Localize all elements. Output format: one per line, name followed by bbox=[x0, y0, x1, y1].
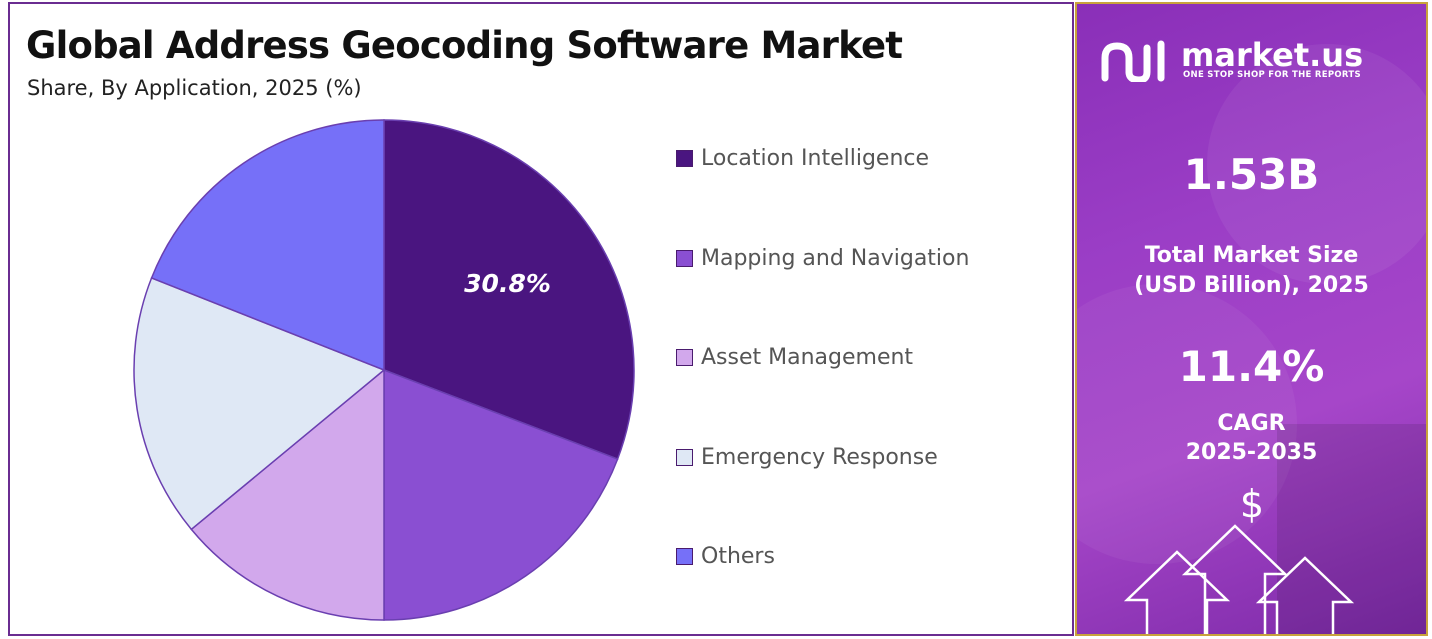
legend-item-asset-management: Asset Management bbox=[676, 339, 913, 375]
market-us-logo-icon bbox=[1101, 40, 1165, 82]
legend-swatch bbox=[676, 448, 693, 466]
legend-label: Emergency Response bbox=[701, 444, 938, 470]
legend-label: Asset Management bbox=[701, 344, 914, 370]
legend-item-emergency-response: Emergency Response bbox=[676, 439, 938, 475]
market-summary-panel: market.us ONE STOP SHOP FOR THE REPORTS … bbox=[1075, 2, 1428, 636]
growth-arrows-icon bbox=[1123, 524, 1355, 634]
pie-slice-mapping-and-navigation bbox=[383, 368, 619, 621]
pie-slice-location-intelligence bbox=[383, 119, 635, 461]
legend-label: Location Intelligence bbox=[701, 145, 930, 171]
cagr-value: 11.4% bbox=[1178, 342, 1325, 391]
legend-swatch bbox=[676, 149, 693, 167]
background-decoration bbox=[1077, 44, 1426, 634]
market-size-value: 1.53B bbox=[1183, 150, 1320, 199]
pie-slice-asset-management bbox=[190, 368, 385, 621]
market-size-label-line1: Total Market Size bbox=[1144, 243, 1359, 268]
chart-panel: Global Address Geocoding Software Market… bbox=[8, 2, 1074, 636]
pie-slice-emergency-response bbox=[133, 276, 386, 531]
brand-logo: market.us ONE STOP SHOP FOR THE REPORTS bbox=[1099, 36, 1409, 84]
legend-swatch bbox=[676, 348, 693, 366]
dollar-icon: $ bbox=[1239, 482, 1265, 526]
chart-title: Global Address Geocoding Software Market bbox=[26, 24, 903, 67]
pie-slice-others bbox=[150, 119, 385, 372]
brand-tagline: ONE STOP SHOP FOR THE REPORTS bbox=[1183, 70, 1361, 80]
legend-swatch bbox=[676, 249, 693, 267]
legend-item-mapping-and-navigation: Mapping and Navigation bbox=[676, 240, 969, 276]
legend-item-location-intelligence: Location Intelligence bbox=[676, 140, 929, 176]
market-size-label-line2: (USD Billion), 2025 bbox=[1134, 273, 1369, 298]
cagr-label-line1: CAGR bbox=[1217, 411, 1286, 436]
legend-swatch bbox=[676, 547, 693, 565]
legend-label: Mapping and Navigation bbox=[701, 245, 970, 271]
slice-data-label: 30.8% bbox=[464, 269, 551, 298]
cagr-label-line2: 2025-2035 bbox=[1185, 440, 1318, 465]
chart-subtitle: Share, By Application, 2025 (%) bbox=[27, 76, 362, 100]
legend-label: Others bbox=[701, 543, 775, 569]
legend-item-others: Others bbox=[676, 538, 775, 574]
brand-name: market.us bbox=[1181, 36, 1364, 74]
pie-chart: 30.8% bbox=[133, 119, 635, 621]
